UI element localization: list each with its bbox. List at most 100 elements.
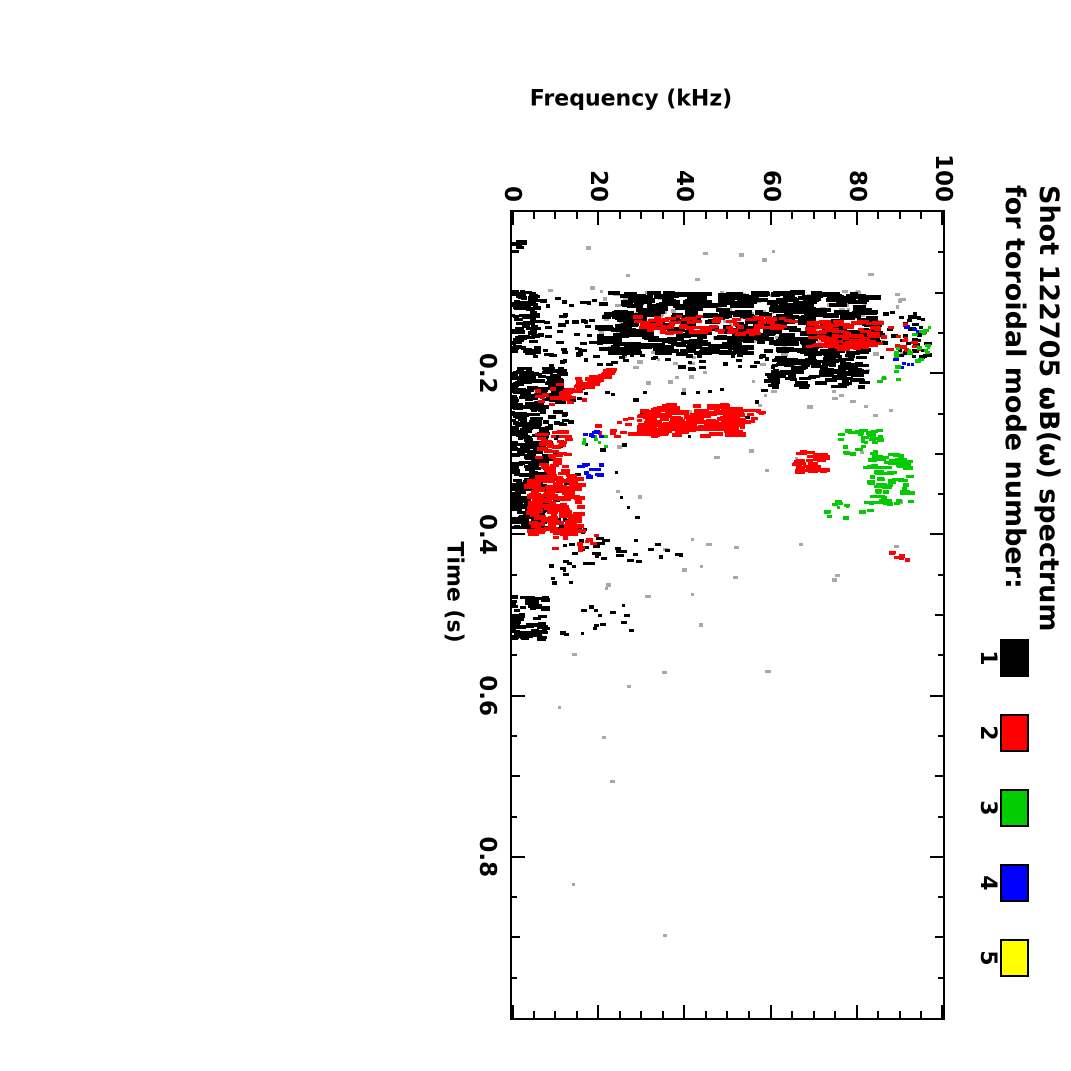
data-point bbox=[558, 441, 567, 445]
data-point bbox=[687, 366, 696, 371]
data-point bbox=[689, 329, 700, 334]
data-point bbox=[795, 466, 806, 470]
data-point bbox=[822, 324, 833, 328]
data-point bbox=[541, 371, 554, 375]
data-point bbox=[904, 325, 911, 329]
legend-swatch bbox=[1000, 713, 1029, 752]
axis-tick bbox=[597, 212, 600, 225]
data-point bbox=[761, 257, 767, 262]
data-point bbox=[625, 323, 637, 328]
data-point bbox=[916, 330, 920, 334]
axis-tick bbox=[512, 734, 517, 737]
data-point bbox=[882, 312, 890, 317]
data-point bbox=[558, 322, 566, 327]
data-point bbox=[826, 514, 832, 518]
axis-tick bbox=[769, 1005, 772, 1018]
data-point bbox=[571, 882, 576, 886]
data-point bbox=[686, 354, 694, 359]
data-point bbox=[647, 420, 659, 425]
data-point bbox=[510, 410, 515, 415]
axis-tick bbox=[941, 1005, 943, 1018]
legend-item-5: 5 bbox=[975, 938, 1029, 977]
data-point bbox=[688, 375, 694, 380]
data-point bbox=[510, 626, 517, 630]
y-tick-label: 60 bbox=[757, 169, 784, 202]
data-point bbox=[544, 325, 552, 329]
data-point bbox=[871, 440, 879, 444]
data-point bbox=[799, 350, 816, 355]
data-point bbox=[905, 557, 911, 562]
data-point bbox=[859, 428, 868, 432]
data-point bbox=[833, 334, 843, 338]
data-point bbox=[753, 292, 770, 297]
data-point bbox=[593, 545, 600, 549]
data-point bbox=[925, 343, 932, 347]
data-point bbox=[894, 350, 900, 355]
data-point bbox=[576, 505, 586, 510]
data-point bbox=[736, 324, 745, 329]
data-point bbox=[825, 377, 837, 382]
data-point bbox=[624, 613, 630, 617]
data-point bbox=[571, 319, 579, 324]
data-point bbox=[719, 387, 724, 391]
data-point bbox=[529, 417, 538, 421]
data-point bbox=[742, 420, 751, 424]
data-point bbox=[550, 526, 558, 532]
legend-swatch bbox=[1000, 938, 1029, 977]
data-point bbox=[838, 359, 847, 363]
data-point bbox=[770, 389, 777, 393]
data-point bbox=[525, 402, 535, 406]
data-point bbox=[713, 431, 723, 436]
data-point bbox=[534, 345, 542, 350]
data-point bbox=[700, 328, 712, 332]
data-point bbox=[848, 300, 863, 305]
data-point bbox=[559, 390, 571, 395]
axis-tick bbox=[512, 855, 525, 858]
data-point bbox=[706, 543, 713, 547]
data-point bbox=[807, 322, 816, 326]
data-point bbox=[910, 340, 918, 344]
data-point bbox=[610, 780, 615, 784]
data-point bbox=[639, 409, 650, 414]
data-point bbox=[906, 475, 915, 479]
data-point bbox=[535, 480, 542, 486]
data-point bbox=[522, 518, 529, 522]
data-point bbox=[880, 466, 892, 470]
data-point bbox=[627, 685, 632, 689]
data-point bbox=[619, 347, 635, 352]
data-point bbox=[583, 319, 588, 324]
data-point bbox=[660, 416, 669, 422]
data-point bbox=[859, 450, 865, 454]
axis-tick bbox=[512, 212, 514, 225]
data-point bbox=[532, 633, 543, 637]
data-point bbox=[570, 487, 583, 492]
data-point bbox=[519, 301, 528, 305]
data-point bbox=[535, 388, 541, 393]
data-point bbox=[837, 432, 846, 436]
y-tick-label: 20 bbox=[585, 169, 612, 202]
axis-tick bbox=[855, 1005, 858, 1018]
data-point bbox=[613, 310, 628, 316]
data-point bbox=[510, 462, 522, 467]
data-point bbox=[903, 466, 913, 471]
data-point bbox=[832, 390, 837, 394]
data-point bbox=[623, 359, 630, 363]
data-point bbox=[806, 404, 813, 409]
x-axis-label: Time (s) bbox=[441, 541, 467, 643]
data-point bbox=[575, 351, 584, 356]
data-point bbox=[690, 537, 694, 541]
axis-tick bbox=[726, 212, 729, 219]
data-point bbox=[738, 365, 743, 369]
data-point bbox=[820, 468, 827, 473]
data-point bbox=[519, 605, 526, 609]
data-point bbox=[519, 447, 531, 452]
data-point bbox=[576, 379, 584, 384]
data-point bbox=[646, 380, 652, 385]
data-point bbox=[733, 430, 744, 435]
data-point bbox=[510, 502, 518, 506]
data-point bbox=[633, 315, 644, 319]
y-axis-label: Frequency (kHz) bbox=[529, 86, 733, 112]
data-point bbox=[532, 340, 539, 344]
data-point bbox=[550, 434, 556, 438]
data-point bbox=[544, 352, 553, 356]
